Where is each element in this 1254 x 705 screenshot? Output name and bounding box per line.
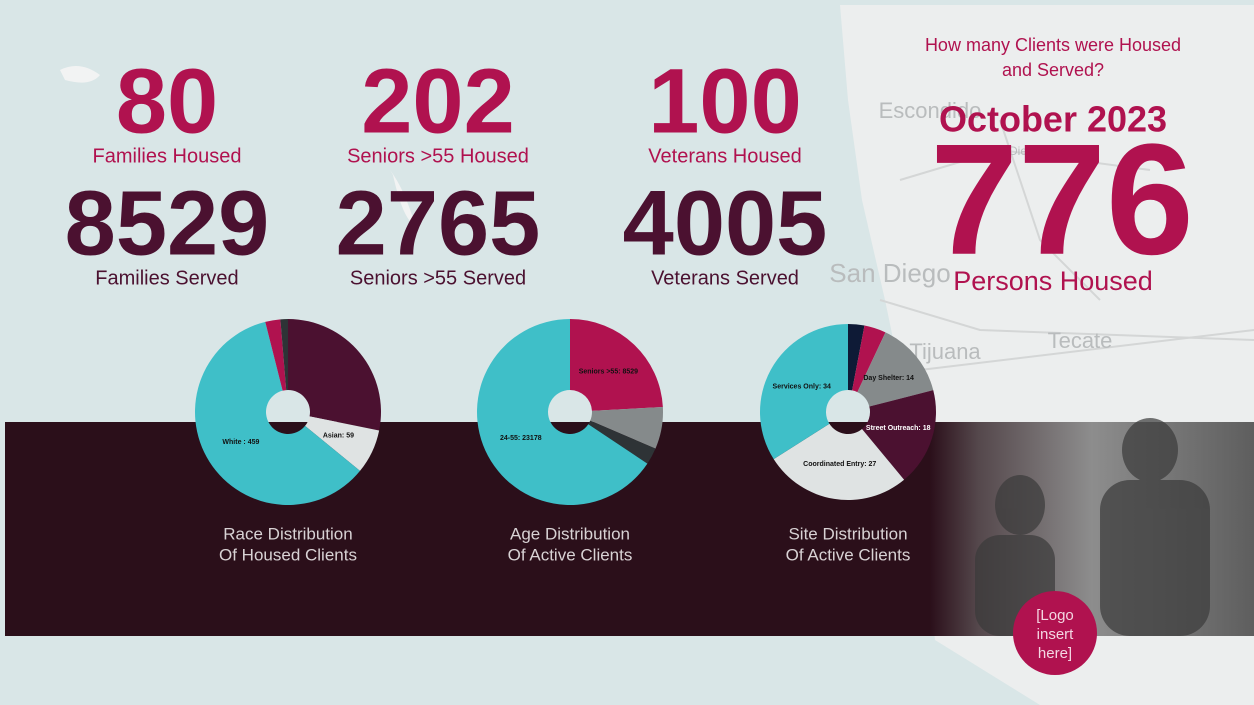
stat-value: 202 bbox=[361, 50, 515, 152]
stat-label: Families Served bbox=[95, 267, 238, 289]
stat-label: Seniors >55 Housed bbox=[347, 145, 529, 167]
chart-title: Race Distribution bbox=[223, 524, 352, 543]
logo-text: [Logo bbox=[1036, 607, 1074, 624]
slice-label: Services Only: 34 bbox=[773, 383, 831, 390]
stat-label: Families Housed bbox=[93, 145, 242, 167]
stat-value: 80 bbox=[116, 50, 218, 152]
stat-value: 100 bbox=[648, 50, 802, 152]
stat-value: 2765 bbox=[336, 172, 541, 274]
headline-total-label: Persons Housed bbox=[953, 266, 1153, 296]
stat-value: 4005 bbox=[623, 172, 828, 274]
slice-label: White : 459 bbox=[222, 439, 259, 446]
logo-text: insert bbox=[1037, 626, 1075, 643]
chart-title: Site Distribution bbox=[788, 524, 907, 543]
stat-value: 8529 bbox=[65, 172, 270, 274]
map-label: Tijuana bbox=[909, 339, 981, 364]
logo-text: here] bbox=[1038, 645, 1072, 662]
slice-label: 24-55: 23178 bbox=[500, 435, 542, 442]
slice-label: Street Outreach: 18 bbox=[866, 425, 931, 432]
stat-label: Veterans Housed bbox=[648, 145, 801, 167]
chart-title: Of Active Clients bbox=[786, 545, 911, 564]
stat-label: Seniors >55 Served bbox=[350, 267, 526, 289]
chart-title: Age Distribution bbox=[510, 524, 630, 543]
headline-total: 776 bbox=[930, 112, 1194, 288]
chart-title: Of Active Clients bbox=[508, 545, 633, 564]
slice-label: Coordinated Entry: 27 bbox=[803, 461, 876, 468]
map-label: Tecate bbox=[1048, 328, 1113, 353]
infographic: EscondidoSan DiegoTijuanaTecateSan Diego… bbox=[0, 0, 1254, 705]
chart-title: Of Housed Clients bbox=[219, 545, 357, 564]
slice-label: Seniors >55: 8529 bbox=[579, 368, 638, 375]
headline-question: and Served? bbox=[1002, 60, 1104, 80]
headline-question: How many Clients were Housed bbox=[925, 35, 1181, 55]
page: {"stats": [ {"value": "80", "label": "Fa… bbox=[0, 0, 1254, 705]
stat-label: Veterans Served bbox=[651, 267, 799, 289]
slice-label: Asian: 59 bbox=[323, 433, 354, 440]
slice-label: Day Shelter: 14 bbox=[863, 375, 914, 382]
